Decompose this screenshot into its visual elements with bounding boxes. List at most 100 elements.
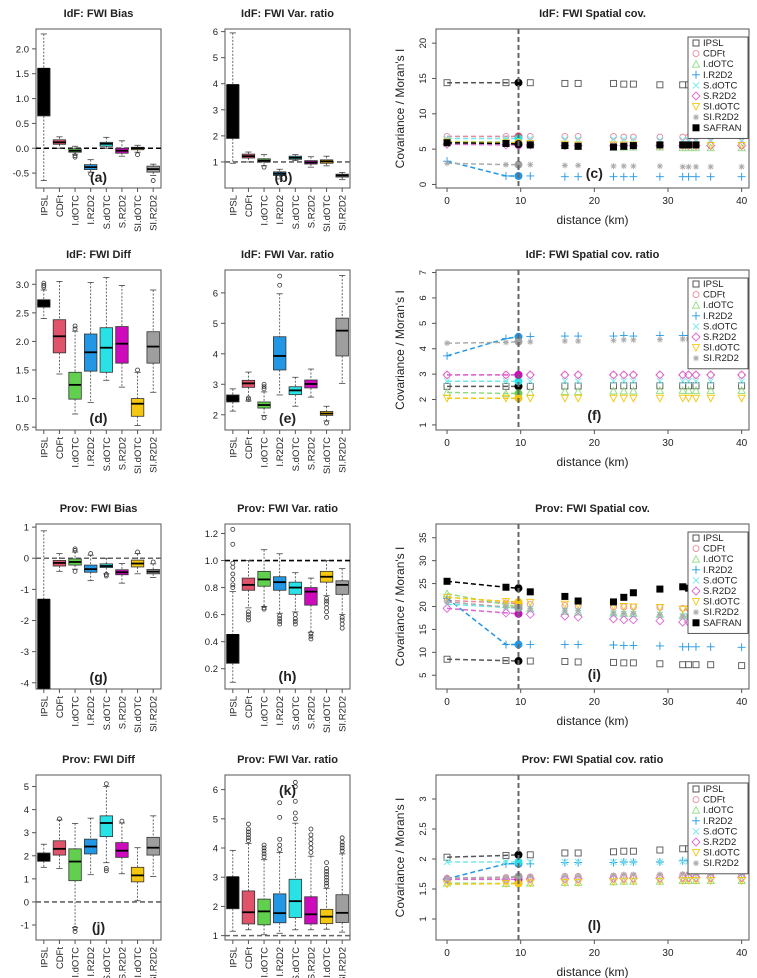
box-IPSL: IPSL	[37, 33, 51, 216]
legend-label: SAFRAN	[703, 123, 742, 134]
data-point	[502, 657, 510, 665]
outlier-point	[324, 601, 329, 607]
plot-frame	[435, 774, 750, 941]
panel-label: (d)	[90, 410, 108, 426]
data-point	[630, 135, 637, 143]
panel-label: (j)	[92, 919, 105, 935]
data-point	[527, 338, 534, 345]
data-point	[526, 394, 535, 403]
data-point	[656, 382, 664, 390]
data-point	[560, 394, 570, 403]
data-point	[738, 382, 746, 390]
box-iqr	[68, 848, 82, 882]
legend-marker	[692, 311, 700, 320]
box-SI.dOTC: SI.dOTC	[319, 155, 334, 232]
panel-label: (b)	[275, 169, 293, 185]
y-tick-label: 1.0	[205, 556, 218, 567]
x-tick-label: CDFt	[55, 437, 66, 460]
data-point	[620, 135, 628, 143]
y-tick-label: 1	[418, 916, 429, 921]
data-point	[526, 879, 535, 888]
data-point	[620, 142, 628, 150]
outlier-point	[72, 326, 78, 332]
y-tick-label: 0	[418, 182, 429, 187]
x-tick-label: SI.R2D2	[338, 696, 349, 732]
box-I.dOTC: I.dOTC	[68, 546, 82, 727]
y-tick-label: -1	[21, 921, 29, 932]
legend-marker	[691, 598, 701, 607]
data-point	[619, 394, 629, 403]
panel-i: Prov: FWI Spatial cov. 5 10 15 20 25 30 35 0 10 20…	[393, 503, 750, 728]
outlier-point	[339, 839, 345, 845]
data-point	[685, 377, 692, 385]
x-tick-label: I.dOTC	[71, 696, 82, 727]
box-I.R2D2: I.R2D2	[273, 553, 287, 726]
data-point	[629, 589, 637, 597]
outlier-point	[246, 397, 251, 402]
box-I.R2D2: I.R2D2	[273, 800, 287, 977]
data-point	[706, 142, 715, 151]
box-SI.dOTC: SI.dOTC	[130, 549, 145, 733]
data-point	[560, 874, 570, 884]
outlier-point	[230, 585, 236, 590]
data-point	[619, 641, 628, 650]
data-point	[691, 385, 701, 394]
panel-e: IdF: FWI Var. ratio 2 3 4 5 6 IPSL CDFt I.dOTC I.…	[213, 249, 351, 474]
data-point	[737, 385, 746, 394]
data-point	[656, 163, 663, 170]
x-tick-label: SI.dOTC	[322, 195, 333, 232]
box-I.dOTC: I.dOTC	[68, 823, 82, 978]
outlier-point	[150, 559, 156, 565]
data-point	[630, 858, 637, 866]
data-point	[679, 845, 687, 853]
data-point	[501, 640, 510, 649]
data-point	[526, 859, 535, 868]
legend-marker	[692, 124, 700, 132]
data-point	[706, 872, 716, 883]
data-point	[678, 394, 687, 403]
data-point	[560, 172, 569, 181]
outlier-point	[230, 577, 236, 582]
box-S.dOTC: S.dOTC	[288, 572, 302, 730]
box-I.R2D2: I.R2D2	[273, 168, 287, 225]
data-point	[502, 583, 510, 591]
legend-box	[687, 277, 749, 370]
box-IPSL: IPSL	[226, 32, 240, 216]
y-tick-label: 6	[213, 288, 218, 299]
outlier-point	[135, 549, 140, 555]
outlier-point	[230, 527, 236, 532]
data-point	[560, 611, 570, 621]
x-tick-label: 20	[589, 196, 601, 207]
outlier-point	[246, 609, 251, 615]
legend-marker	[692, 70, 700, 79]
data-point	[620, 163, 627, 170]
legend-label: IPSL	[703, 533, 724, 544]
x-tick-label: 10	[515, 697, 527, 708]
chart-title: Prov: FWI Var. ratio	[237, 754, 338, 766]
data-point	[620, 371, 628, 379]
legend-label: SI.R2D2	[703, 607, 739, 618]
box-SI.dOTC: SI.dOTC	[319, 560, 334, 733]
outlier-point	[277, 616, 283, 622]
data-point	[678, 385, 687, 394]
data-point	[684, 385, 693, 394]
legend-marker	[692, 816, 700, 825]
plot-frame	[224, 523, 351, 690]
data-point	[560, 370, 570, 380]
y-tick-label: 2	[418, 397, 429, 402]
series-line	[447, 599, 519, 605]
outlier-point	[292, 612, 298, 618]
data-point	[561, 607, 568, 614]
y-tick-label: 4	[213, 349, 218, 360]
y-tick-label: 3.0	[16, 280, 29, 291]
plot-frame	[435, 28, 750, 189]
box-iqr	[37, 68, 51, 117]
data-point	[619, 386, 629, 395]
plot-frame	[224, 28, 351, 189]
data-point	[630, 163, 637, 170]
data-point	[609, 386, 618, 395]
data-point	[610, 848, 617, 856]
box-iqr	[273, 336, 287, 371]
highlight-point	[514, 377, 523, 386]
y-tick-label: -3	[21, 647, 29, 658]
